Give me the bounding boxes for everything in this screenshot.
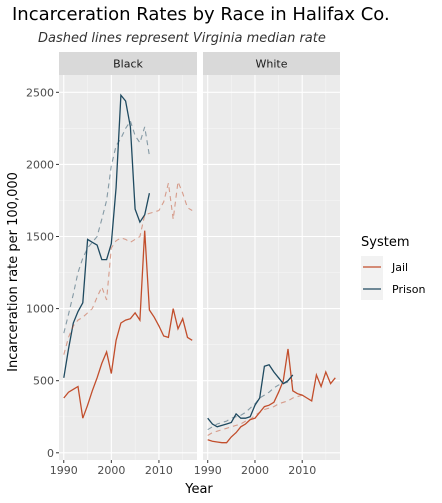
series-line-jail-white xyxy=(207,348,336,444)
legend-title: System xyxy=(361,235,409,250)
chart-title: Incarceration Rates by Race in Halifax C… xyxy=(12,4,390,25)
y-tick-label: 2000 xyxy=(26,158,54,171)
x-axis-title: Year xyxy=(184,482,213,497)
y-tick-label: 2500 xyxy=(26,86,54,99)
y-tick-label: 500 xyxy=(33,375,54,388)
legend: System Jail Prison xyxy=(361,235,425,300)
legend-label-prison: Prison xyxy=(392,283,425,296)
panel-background-white xyxy=(203,75,340,460)
panel-background-black xyxy=(59,75,197,460)
legend-label-jail: Jail xyxy=(391,261,408,274)
y-tick-label: 0 xyxy=(47,447,54,460)
legend-item-prison: Prison xyxy=(361,278,425,300)
panel-black: Black 1990 2000 2010 0 500 1000 1500 2000 2500 xyxy=(26,52,197,477)
y-tick-label: 1500 xyxy=(26,230,54,243)
x-tick-label: 1990 xyxy=(50,464,78,477)
legend-item-jail: Jail xyxy=(361,256,408,278)
strip-white xyxy=(203,52,340,75)
facet-panels: Black 1990 2000 2010 0 500 1000 1500 2000 2500 Whi… xyxy=(26,52,340,477)
chart-subtitle: Dashed lines represent Virginia median r… xyxy=(38,31,326,46)
x-tick-label: 2010 xyxy=(288,464,316,477)
series-line-jail-black xyxy=(63,230,193,419)
series-line-prison-black xyxy=(63,93,151,378)
x-tick-label: 2000 xyxy=(241,464,269,477)
strip-label-black: Black xyxy=(113,58,143,71)
strip-label-white: White xyxy=(256,58,288,71)
x-tick-label: 2000 xyxy=(97,464,125,477)
panel-white: White 1990 2000 2010 xyxy=(194,52,340,477)
series-line-prison-median-white xyxy=(207,380,293,431)
series-line-prison-white xyxy=(207,364,294,428)
y-tick-label: 1000 xyxy=(26,303,54,316)
series-line-jail-median-black xyxy=(63,179,193,355)
x-tick-label: 2010 xyxy=(145,464,173,477)
x-tick-label: 1990 xyxy=(194,464,222,477)
strip-black xyxy=(59,52,197,75)
y-axis-title: Incarceration rate per 100,000 xyxy=(6,172,21,372)
